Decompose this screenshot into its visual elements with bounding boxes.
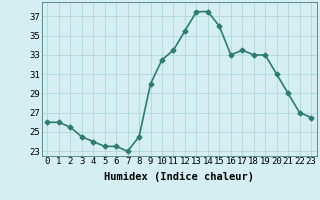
X-axis label: Humidex (Indice chaleur): Humidex (Indice chaleur) <box>104 172 254 182</box>
